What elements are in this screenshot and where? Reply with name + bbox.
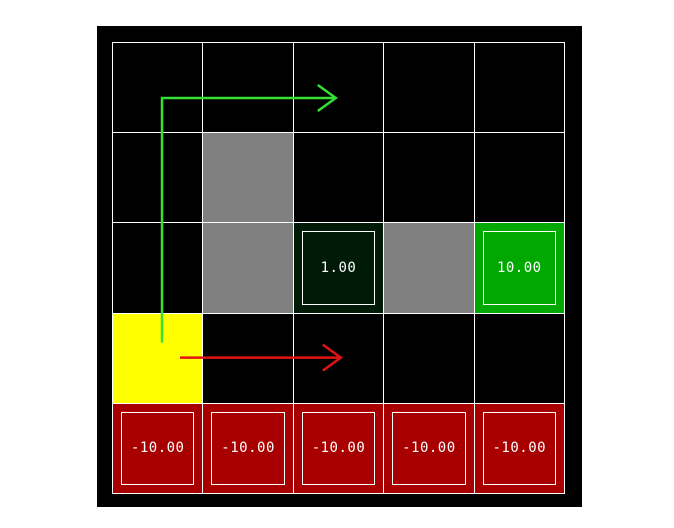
cell-value-label: -10.00: [301, 411, 376, 485]
grid-cell-empty: [473, 132, 565, 224]
grid-cell-empty: [383, 132, 475, 224]
cell-value-label: -10.00: [121, 411, 195, 485]
grid-cell-reward-small: 1.00: [292, 222, 385, 314]
cell-value-label: -10.00: [392, 411, 466, 485]
grid-cell-penalty: -10.00: [292, 402, 385, 494]
grid-cell-penalty: -10.00: [112, 402, 204, 494]
grid-cell-wall: [202, 222, 294, 314]
grid-cell-empty: [112, 42, 204, 134]
grid-cell-penalty: -10.00: [383, 402, 475, 494]
grid-cell-empty: [112, 132, 204, 224]
grid-cell-empty: [292, 42, 385, 134]
grid-cell-reward-goal: 10.00: [473, 222, 565, 314]
grid-cell-empty: [202, 312, 294, 404]
grid-cell-penalty: -10.00: [202, 402, 294, 494]
cell-value-label: 1.00: [301, 231, 376, 305]
grid-cell-empty: [292, 312, 385, 404]
grid-cell-empty: [383, 312, 475, 404]
grid-cell-empty: [202, 42, 294, 134]
grid-cell-penalty: -10.00: [473, 402, 565, 494]
grid-cell-wall: [383, 222, 475, 314]
grid-cell-empty: [383, 42, 475, 134]
cell-value-label: 10.00: [482, 231, 556, 305]
grid-cell-empty: [292, 132, 385, 224]
cell-value-label: -10.00: [211, 411, 285, 485]
grid-cell-empty: [473, 312, 565, 404]
grid-cell-empty: [112, 222, 204, 314]
grid-cell-empty: [473, 42, 565, 134]
cell-value-label: -10.00: [482, 411, 556, 485]
grid-cell-wall: [202, 132, 294, 224]
gridworld-board: 1.00 10.00 -10.00 -10.00 -10.00 -10.00 -10.00: [112, 42, 565, 494]
grid-cell-agent: [112, 312, 204, 404]
